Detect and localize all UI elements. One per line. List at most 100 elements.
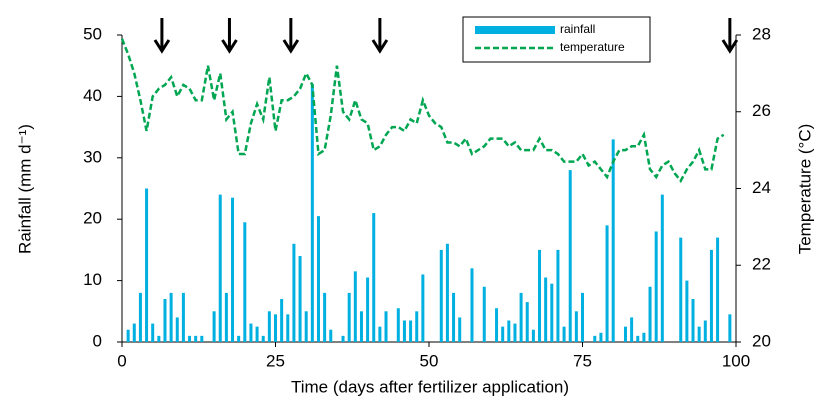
bar	[366, 277, 370, 342]
bar	[593, 335, 597, 342]
y2-tick-label: 26	[752, 101, 771, 120]
bar	[544, 277, 548, 342]
bar	[212, 311, 216, 342]
bar	[249, 323, 253, 342]
bar	[679, 237, 683, 342]
bar	[175, 317, 179, 342]
bar	[421, 274, 425, 342]
y-tick-label: 20	[83, 209, 102, 228]
bar	[716, 237, 720, 342]
bar	[347, 292, 351, 342]
bar	[323, 292, 327, 342]
bar	[194, 335, 198, 342]
bar	[224, 292, 228, 342]
bar	[396, 308, 400, 342]
x-tick-label: 25	[266, 351, 285, 370]
bar	[568, 170, 572, 342]
bar	[495, 308, 499, 342]
bar	[274, 314, 277, 342]
y2-tick-label: 24	[752, 178, 771, 197]
bar	[636, 335, 640, 342]
bar	[402, 320, 406, 342]
bar	[452, 292, 456, 342]
bar	[697, 326, 701, 342]
bar	[581, 292, 584, 342]
bar	[482, 286, 486, 342]
bar	[599, 332, 603, 342]
bar	[267, 311, 271, 342]
y-axis-title: Rainfall (mm d⁻¹)	[15, 124, 34, 254]
arrow	[153, 18, 171, 54]
bar	[255, 326, 259, 342]
bar	[261, 335, 265, 342]
bar	[384, 311, 388, 342]
y2-tick-label: 20	[752, 331, 771, 350]
bar	[703, 320, 707, 342]
x-tick-label: 0	[117, 351, 126, 370]
x-tick-label: 50	[420, 351, 439, 370]
bar	[538, 249, 542, 342]
bar	[310, 84, 314, 343]
bar	[157, 335, 161, 342]
bar	[292, 243, 296, 342]
bar	[654, 231, 658, 342]
bar	[316, 216, 320, 342]
x-tick-label: 100	[722, 351, 750, 370]
bar	[353, 271, 357, 342]
bar	[298, 256, 302, 342]
bar	[138, 292, 142, 342]
bar	[188, 335, 192, 342]
bar	[359, 311, 363, 342]
arrow	[221, 18, 238, 54]
x-tick-label: 75	[573, 351, 592, 370]
legend: rainfall temperature	[462, 16, 651, 63]
arrow	[282, 18, 300, 54]
arrow	[371, 18, 389, 54]
bar	[691, 299, 695, 342]
bar	[531, 329, 535, 342]
legend-label: temperature	[560, 40, 625, 54]
bar	[507, 320, 511, 342]
bar	[329, 329, 333, 342]
bar	[519, 292, 523, 342]
bar	[728, 314, 732, 342]
bar	[151, 323, 155, 342]
bar	[525, 302, 529, 342]
bar	[200, 335, 204, 342]
bar	[562, 326, 566, 342]
bar	[550, 283, 554, 342]
bar	[439, 249, 443, 342]
line	[120, 38, 725, 184]
legend-box	[462, 16, 651, 63]
bar	[605, 225, 609, 342]
bar	[341, 335, 345, 342]
y-tick-label: 50	[83, 24, 102, 43]
bar	[304, 311, 308, 342]
bar	[660, 194, 664, 342]
bar	[458, 317, 462, 342]
bar	[145, 188, 149, 342]
bar	[623, 326, 627, 342]
bar	[378, 326, 382, 342]
bar	[286, 314, 290, 342]
legend-swatch	[475, 26, 555, 34]
y2-axis-title: Temperature (°C)	[795, 124, 814, 255]
y-tick-label: 10	[83, 270, 102, 289]
bar	[556, 249, 560, 342]
bar	[169, 292, 173, 342]
bar	[574, 311, 578, 342]
bar	[470, 268, 474, 342]
bar	[237, 335, 241, 342]
y-tick-label: 40	[83, 86, 102, 105]
bar	[243, 222, 247, 342]
bar	[415, 311, 419, 342]
bar	[648, 286, 652, 342]
bar	[642, 332, 646, 342]
bar	[513, 323, 517, 342]
y2-tick-label: 28	[752, 24, 771, 43]
x-axis-title: Time (days after fertilizer application)	[291, 377, 569, 396]
bar	[611, 139, 615, 342]
bar	[445, 243, 449, 342]
legend-label: rainfall	[560, 22, 595, 36]
